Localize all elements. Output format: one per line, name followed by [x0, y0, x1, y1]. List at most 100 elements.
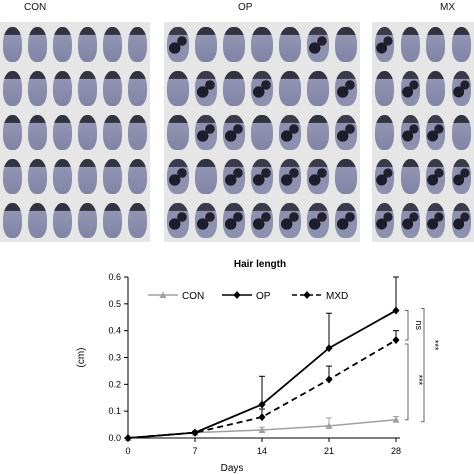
- mouse-photo: [78, 27, 97, 63]
- mouse-photo: [375, 71, 395, 107]
- data-point-mxd: [124, 434, 132, 442]
- mouse-photo: [103, 159, 122, 195]
- mouse-photo: [3, 115, 22, 151]
- mouse-photo: [195, 71, 217, 107]
- mouse-photo: [400, 203, 420, 239]
- mouse-photo: [375, 115, 395, 151]
- significance-annotations: ns *** ***: [405, 308, 440, 423]
- mouse-photo: [400, 115, 420, 151]
- data-point-op: [392, 306, 400, 315]
- chart-title: Hair length: [234, 259, 286, 270]
- data-point-con: [392, 416, 400, 423]
- y-tick-label: 0.4: [108, 326, 121, 336]
- mouse-photo: [451, 27, 471, 63]
- legend-marker-mxd: [303, 291, 311, 299]
- y-axis-label: (cm): [76, 348, 87, 368]
- mouse-photo: [375, 159, 395, 195]
- mouse-photo: [223, 27, 245, 63]
- data-point-con: [325, 422, 333, 429]
- mouse-photo: [223, 203, 245, 239]
- mouse-photo: [103, 203, 122, 239]
- mouse-photo: [279, 159, 301, 195]
- mouse-photo: [78, 159, 97, 195]
- photo-mxd-mice: [372, 22, 474, 242]
- legend-marker-op: [233, 291, 241, 299]
- mouse-photo: [128, 159, 147, 195]
- mouse-photo: [335, 159, 357, 195]
- sig-label-ns: ns: [414, 321, 424, 331]
- data-point-mxd: [191, 428, 199, 437]
- mouse-photo: [279, 203, 301, 239]
- mouse-photo: [223, 159, 245, 195]
- mouse-photo: [400, 159, 420, 195]
- mouse-photo: [53, 203, 72, 239]
- data-point-mxd: [258, 413, 266, 422]
- mouse-photo: [78, 115, 97, 151]
- mouse-photo: [307, 203, 329, 239]
- x-axis-label: Days: [221, 463, 244, 474]
- mouse-photo: [167, 203, 189, 239]
- mouse-photo: [451, 203, 471, 239]
- mouse-photo: [307, 159, 329, 195]
- mouse-photo: [335, 27, 357, 63]
- mouse-photo: [279, 27, 301, 63]
- data-point-mxd: [392, 336, 400, 345]
- mouse-photo: [28, 71, 47, 107]
- data-point-op: [325, 344, 333, 353]
- mouse-photo: [400, 71, 420, 107]
- x-tick-label: 28: [391, 446, 401, 456]
- y-tick-label: 0.3: [108, 353, 121, 363]
- mouse-photo: [28, 203, 47, 239]
- mouse-photo: [53, 71, 72, 107]
- y-tick-label: 0.6: [108, 272, 121, 282]
- legend-label-mxd: MXD: [326, 291, 348, 302]
- mouse-photo: [375, 27, 395, 63]
- mouse-photo: [3, 159, 22, 195]
- mouse-photo: [335, 115, 357, 151]
- legend-marker-con: [159, 291, 167, 298]
- mouse-photo: [78, 71, 97, 107]
- mouse-photo: [279, 115, 301, 151]
- x-tick-label: 21: [324, 446, 334, 456]
- mouse-photo: [3, 27, 22, 63]
- data-point-con: [258, 426, 266, 433]
- mouse-photo: [335, 71, 357, 107]
- mouse-photo: [28, 27, 47, 63]
- mouse-photo: [251, 71, 273, 107]
- y-tick-label: 0.5: [108, 299, 121, 309]
- mouse-photo: [223, 115, 245, 151]
- hair-length-chart: 0.0 0.1 0.2 0.3 0.4 0.5 0.6 0 7 14 21 28 Hair length…: [76, 259, 440, 474]
- mouse-photo: [103, 71, 122, 107]
- mouse-photo: [426, 159, 446, 195]
- bracket-mxd-con: [405, 343, 409, 421]
- mouse-photo: [426, 71, 446, 107]
- mouse-photo: [375, 203, 395, 239]
- photo-con-mice: [0, 22, 150, 242]
- x-tick-label: 7: [192, 446, 197, 456]
- mouse-photo: [78, 203, 97, 239]
- mouse-photo: [195, 159, 217, 195]
- data-point-mxd: [325, 375, 333, 384]
- mouse-photo: [251, 27, 273, 63]
- y-tick-label: 0.0: [108, 433, 121, 443]
- mouse-photo: [451, 159, 471, 195]
- chart-markers: [124, 306, 400, 442]
- mouse-photo: [251, 115, 273, 151]
- mouse-photo: [28, 115, 47, 151]
- mouse-photo: [53, 115, 72, 151]
- mouse-photo: [335, 203, 357, 239]
- legend-label-con: CON: [182, 291, 204, 302]
- x-tick-label: 0: [125, 446, 130, 456]
- bracket-op-mxd: [405, 310, 409, 341]
- mouse-photo: [251, 159, 273, 195]
- mouse-photo: [128, 203, 147, 239]
- mouse-photo: [195, 203, 217, 239]
- mouse-photo: [167, 27, 189, 63]
- data-point-op: [258, 400, 266, 409]
- sig-label-mxd-con: ***: [414, 375, 424, 386]
- bracket-op-con: [421, 308, 425, 423]
- mouse-photo: [451, 115, 471, 151]
- y-tick-label: 0.1: [108, 406, 121, 416]
- mouse-photo: [307, 71, 329, 107]
- mouse-photo: [400, 27, 420, 63]
